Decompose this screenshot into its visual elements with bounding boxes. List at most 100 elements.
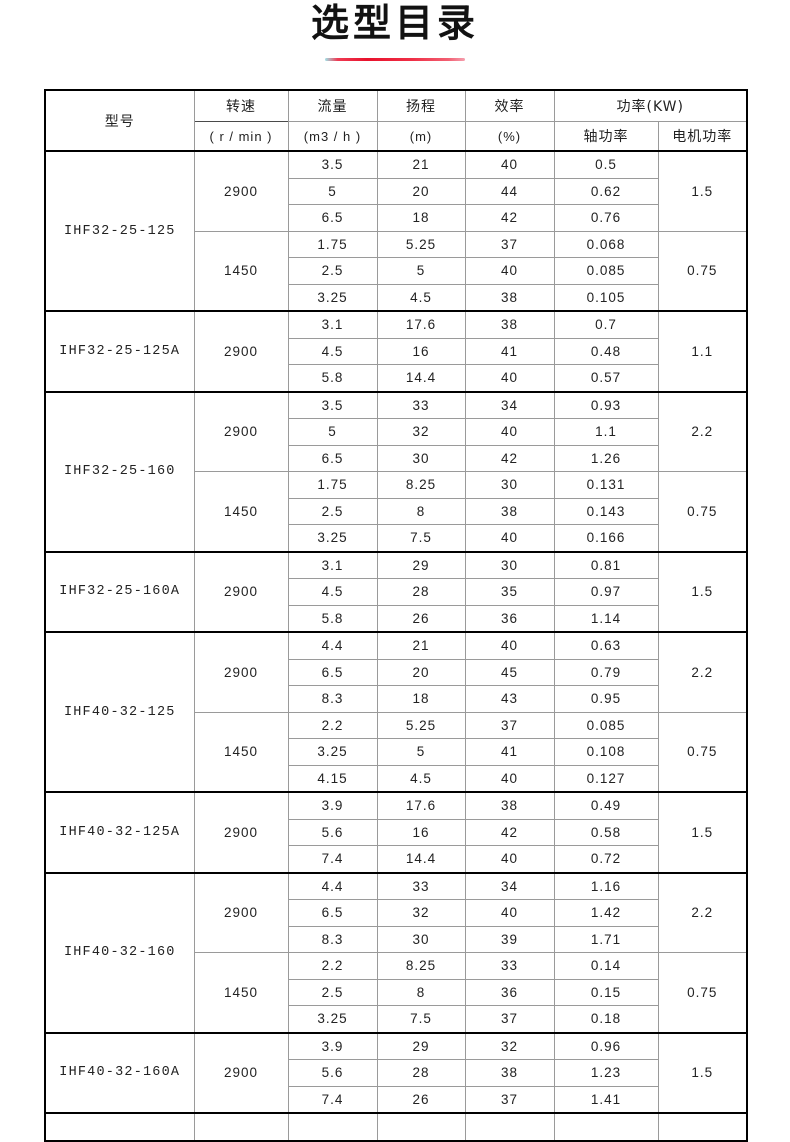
table-row: IHF40-32-160 2900 4.4 33 34 1.16 2.2 xyxy=(44,871,748,1033)
empty-cell xyxy=(657,1112,748,1141)
head-cell: 5.25 xyxy=(376,711,466,739)
flow-cell: 3.25 xyxy=(287,738,378,766)
shaft-cell: 0.14 xyxy=(553,952,659,980)
flow-cell: 6.5 xyxy=(287,444,378,472)
shaft-cell: 0.81 xyxy=(553,550,659,579)
head-cell: 8.25 xyxy=(376,952,466,980)
shaft-cell: 0.93 xyxy=(553,390,659,419)
page-title-block: 选型目录 xyxy=(0,0,790,44)
shaft-cell: 0.085 xyxy=(553,711,659,739)
header-motor-power: 电机功率 xyxy=(657,121,748,152)
empty-cell xyxy=(287,1112,378,1141)
eff-cell: 38 xyxy=(464,310,555,339)
rpm-cell: 1450 xyxy=(193,230,289,312)
table-row: 1450 1.75 8.25 30 0.131 0.75 xyxy=(45,471,748,552)
eff-cell: 38 xyxy=(464,283,555,312)
rpm-cell: 2900 xyxy=(193,310,289,392)
table-row: 6.5 32 40 1.42 xyxy=(45,899,747,927)
flow-cell: 1.75 xyxy=(287,471,378,499)
model-cell: IHF40-32-125A xyxy=(44,791,195,873)
flow-cell: 3.1 xyxy=(287,550,378,579)
motor-power-cell: 0.75 xyxy=(657,711,748,793)
head-cell: 33 xyxy=(376,871,466,900)
eff-cell: 37 xyxy=(464,711,555,739)
flow-cell: 8.3 xyxy=(287,685,378,713)
eff-cell: 30 xyxy=(464,471,555,499)
eff-cell: 30 xyxy=(464,550,555,579)
rpm-cell: 1450 xyxy=(193,471,289,552)
flow-cell: 1.75 xyxy=(287,230,378,258)
table-row: IHF32-25-160 2900 3.5 33 34 0.93 2.2 xyxy=(44,390,748,552)
motor-power-cell: 2.2 xyxy=(657,390,748,472)
shaft-cell: 0.15 xyxy=(553,978,659,1006)
eff-cell: 34 xyxy=(464,871,555,900)
table-row: 3.25 7.5 40 0.166 xyxy=(45,524,747,552)
shaft-cell: 0.18 xyxy=(553,1005,659,1033)
rpm-cell: 1450 xyxy=(193,952,289,1033)
flow-cell: 4.5 xyxy=(287,578,378,606)
header-power: 功率(KW) xyxy=(553,89,748,122)
shaft-cell: 1.41 xyxy=(553,1085,659,1114)
model-cell: IHF40-32-125 xyxy=(44,631,195,793)
table-row: IHF32-25-125A 2900 3.1 17.6 38 0.7 1.1 xyxy=(44,310,748,392)
table-body: IHF32-25-125 2900 3.5 21 40 0.5 1.5 5 20 44 0.62 6.… xyxy=(44,150,748,1141)
shaft-cell: 0.108 xyxy=(553,738,659,766)
title-underline-rule xyxy=(325,58,465,61)
flow-cell: 3.5 xyxy=(287,150,378,179)
head-cell: 7.5 xyxy=(376,524,466,552)
selection-spec-table: 型号 转速 流量 扬程 效率 功率(KW) ( r / min ) (m) (%… xyxy=(44,89,749,1142)
flow-cell: 6.5 xyxy=(287,204,378,232)
head-cell: 26 xyxy=(376,1085,466,1114)
flow-cell: 2.2 xyxy=(287,711,378,739)
model-cell: IHF40-32-160A xyxy=(44,1031,195,1114)
eff-cell: 40 xyxy=(464,764,555,793)
head-cell: 20 xyxy=(376,658,466,686)
head-cell: 32 xyxy=(376,418,466,446)
motor-power-cell: 1.1 xyxy=(657,310,748,392)
eff-cell: 40 xyxy=(464,524,555,552)
eff-cell: 42 xyxy=(464,818,555,846)
flow-cell: 3.9 xyxy=(287,791,378,820)
model-cell: IHF32-25-125A xyxy=(44,310,195,392)
shaft-cell: 0.76 xyxy=(553,204,659,232)
flow-cell: 2.5 xyxy=(287,497,378,525)
shaft-cell: 0.95 xyxy=(553,685,659,713)
table-row: 5 20 44 0.62 xyxy=(45,177,747,205)
eff-cell: 45 xyxy=(464,658,555,686)
head-cell: 17.6 xyxy=(376,310,466,339)
table-row: 5.6 28 38 1.23 xyxy=(45,1059,747,1087)
header-head: 扬程 xyxy=(376,89,466,122)
head-cell: 5 xyxy=(376,257,466,285)
motor-power-cell: 1.5 xyxy=(657,1031,748,1114)
eff-cell: 40 xyxy=(464,150,555,179)
flow-cell: 6.5 xyxy=(287,658,378,686)
shaft-cell: 0.105 xyxy=(553,283,659,312)
head-cell: 5 xyxy=(376,738,466,766)
table-row: 6.5 20 45 0.79 xyxy=(45,658,747,686)
empty-cell xyxy=(376,1112,466,1141)
table-row: IHF40-32-125A 2900 3.9 17.6 38 0.49 1.5 xyxy=(44,791,748,873)
table-row: 7.4 14.4 40 0.72 xyxy=(45,845,747,873)
eff-cell: 40 xyxy=(464,631,555,660)
head-cell: 32 xyxy=(376,899,466,927)
flow-cell: 3.25 xyxy=(287,283,378,312)
header-speed: 转速 xyxy=(193,89,289,122)
head-cell: 29 xyxy=(376,550,466,579)
rpm-cell: 2900 xyxy=(193,390,289,472)
head-cell: 30 xyxy=(376,925,466,953)
eff-cell: 36 xyxy=(464,604,555,633)
head-cell: 8.25 xyxy=(376,471,466,499)
head-cell: 30 xyxy=(376,444,466,472)
head-cell: 4.5 xyxy=(376,283,466,312)
eff-cell: 38 xyxy=(464,1059,555,1087)
table-row: 7.4 26 37 1.41 xyxy=(45,1085,747,1114)
shaft-cell: 1.71 xyxy=(553,925,659,953)
head-cell: 28 xyxy=(376,578,466,606)
table-row: 3.25 7.5 37 0.18 xyxy=(45,1005,747,1033)
empty-cell xyxy=(553,1112,659,1141)
table-row: 5.6 16 42 0.58 xyxy=(45,818,747,846)
header-efficiency: 效率 xyxy=(464,89,555,122)
flow-cell: 2.5 xyxy=(287,978,378,1006)
header-model: 型号 xyxy=(44,89,195,152)
table-row: IHF40-32-125 2900 4.4 21 40 0.63 2.2 xyxy=(44,631,748,793)
